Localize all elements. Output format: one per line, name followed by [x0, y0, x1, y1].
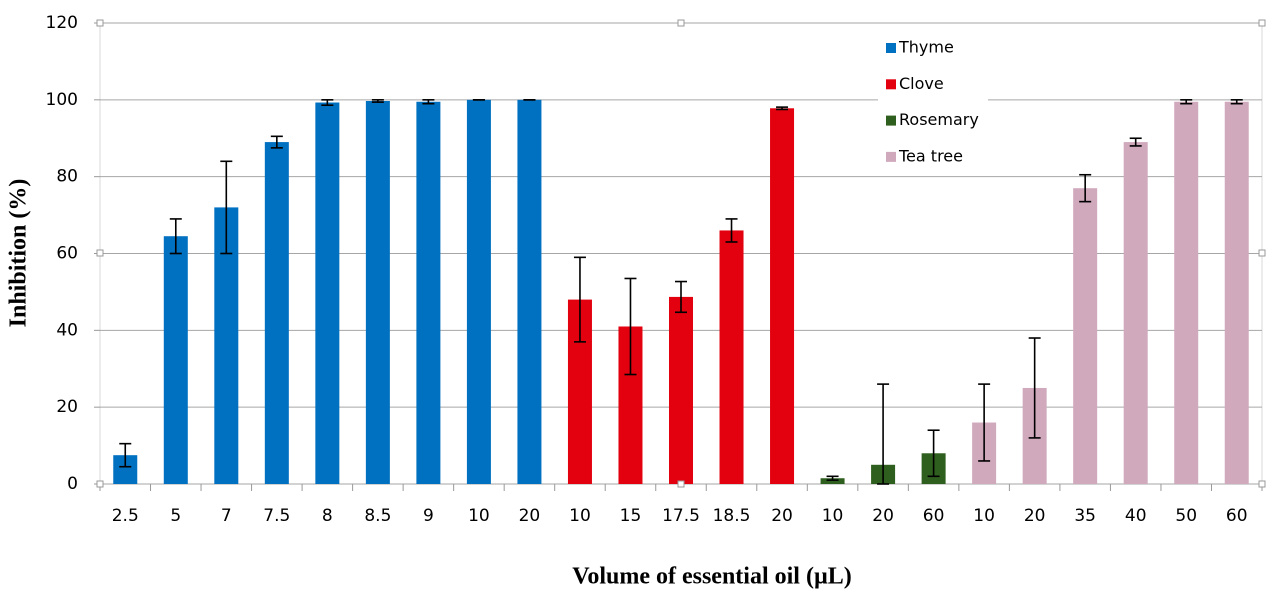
x-tick-label: 8 — [322, 506, 333, 526]
bar — [1123, 142, 1148, 484]
bar — [1073, 188, 1098, 485]
x-tick-label: 9 — [423, 506, 434, 526]
handle — [1258, 480, 1266, 488]
x-tick-label: 10 — [822, 506, 844, 526]
error-bar — [220, 160, 233, 255]
error-bar — [371, 99, 384, 103]
error-bar — [1230, 99, 1243, 105]
error-bar — [624, 277, 637, 376]
handle — [1258, 19, 1266, 27]
bar — [820, 478, 845, 484]
bars — [113, 99, 1249, 485]
x-tick-label: 2.5 — [112, 506, 139, 526]
bar — [315, 102, 340, 485]
error-bar — [1180, 99, 1193, 105]
error-bar — [978, 383, 991, 462]
bar — [669, 296, 693, 484]
legend-swatch — [886, 151, 896, 162]
y-tick-label: 20 — [56, 397, 78, 417]
x-tick-label: 7.5 — [263, 506, 290, 526]
error-bar — [573, 256, 586, 343]
error-bar — [422, 99, 435, 105]
error-bar — [927, 429, 940, 478]
x-tick-label: 35 — [1074, 506, 1096, 526]
x-tick-label: 7 — [221, 506, 232, 526]
y-tick-label: 80 — [56, 167, 78, 187]
error-bar — [169, 218, 182, 255]
error-bar — [776, 106, 789, 111]
x-tick-label: 20 — [771, 506, 793, 526]
bar — [770, 108, 795, 484]
legend-swatch — [886, 79, 896, 90]
y-axis-title: Inhibition (%) — [6, 179, 32, 328]
error-bar — [826, 475, 839, 481]
x-tick-label: 60 — [923, 506, 945, 526]
error-bar — [1129, 137, 1142, 147]
legend-box — [878, 30, 988, 175]
x-tick-label: 20 — [519, 506, 541, 526]
handle — [1258, 249, 1266, 257]
legend-swatch — [886, 43, 896, 53]
handle — [96, 249, 104, 257]
bar — [517, 99, 542, 484]
x-tick-label: 10 — [468, 506, 490, 526]
x-tick-label: 18.5 — [713, 506, 751, 526]
selection-handles — [96, 19, 1266, 488]
error-bar — [725, 218, 738, 243]
y-tick-label: 0 — [67, 474, 78, 494]
legend-label: Thyme — [898, 38, 954, 57]
x-axis-title: Volume of essential oil (µL) — [572, 564, 852, 590]
x-tick-label: 10 — [569, 506, 591, 526]
x-tick-label: 17.5 — [662, 506, 700, 526]
x-tick-label: 40 — [1125, 506, 1147, 526]
bar — [365, 100, 390, 484]
x-tick-label: 20 — [1024, 506, 1046, 526]
x-tick-label: 60 — [1226, 506, 1248, 526]
y-tick-label: 100 — [46, 90, 78, 110]
bar — [466, 99, 491, 484]
error-bar — [119, 442, 132, 468]
error-bar — [321, 99, 334, 107]
legend-label: Tea tree — [898, 146, 963, 165]
bar — [264, 142, 289, 484]
error-bar — [877, 383, 890, 485]
bar — [1174, 101, 1199, 485]
x-tick-label: 10 — [973, 506, 995, 526]
legend-label: Clove — [899, 74, 944, 93]
y-tick-label: 120 — [46, 13, 78, 33]
x-tick-label: 8.5 — [364, 506, 391, 526]
handle — [96, 480, 104, 488]
bar — [113, 455, 138, 484]
handle — [96, 19, 104, 27]
handle — [677, 19, 685, 27]
bar — [719, 230, 744, 484]
legend-label: Rosemary — [899, 110, 979, 129]
handle — [677, 480, 685, 488]
bar — [163, 236, 188, 484]
bar — [416, 101, 441, 485]
legend: Thyme Clove Rosemary Tea tree — [878, 30, 988, 175]
error-bar — [675, 280, 687, 314]
x-tick-label: 5 — [170, 506, 181, 526]
error-bar — [270, 135, 283, 149]
x-tick-label: 20 — [872, 506, 894, 526]
legend-swatch — [886, 115, 896, 126]
bar — [1224, 101, 1249, 485]
y-tick-label: 60 — [56, 244, 78, 264]
y-tick-label: 40 — [56, 320, 78, 340]
error-bar — [1079, 173, 1092, 203]
x-tick-label: 50 — [1175, 506, 1197, 526]
x-tick-label: 15 — [620, 506, 642, 526]
error-bar — [1028, 337, 1041, 439]
